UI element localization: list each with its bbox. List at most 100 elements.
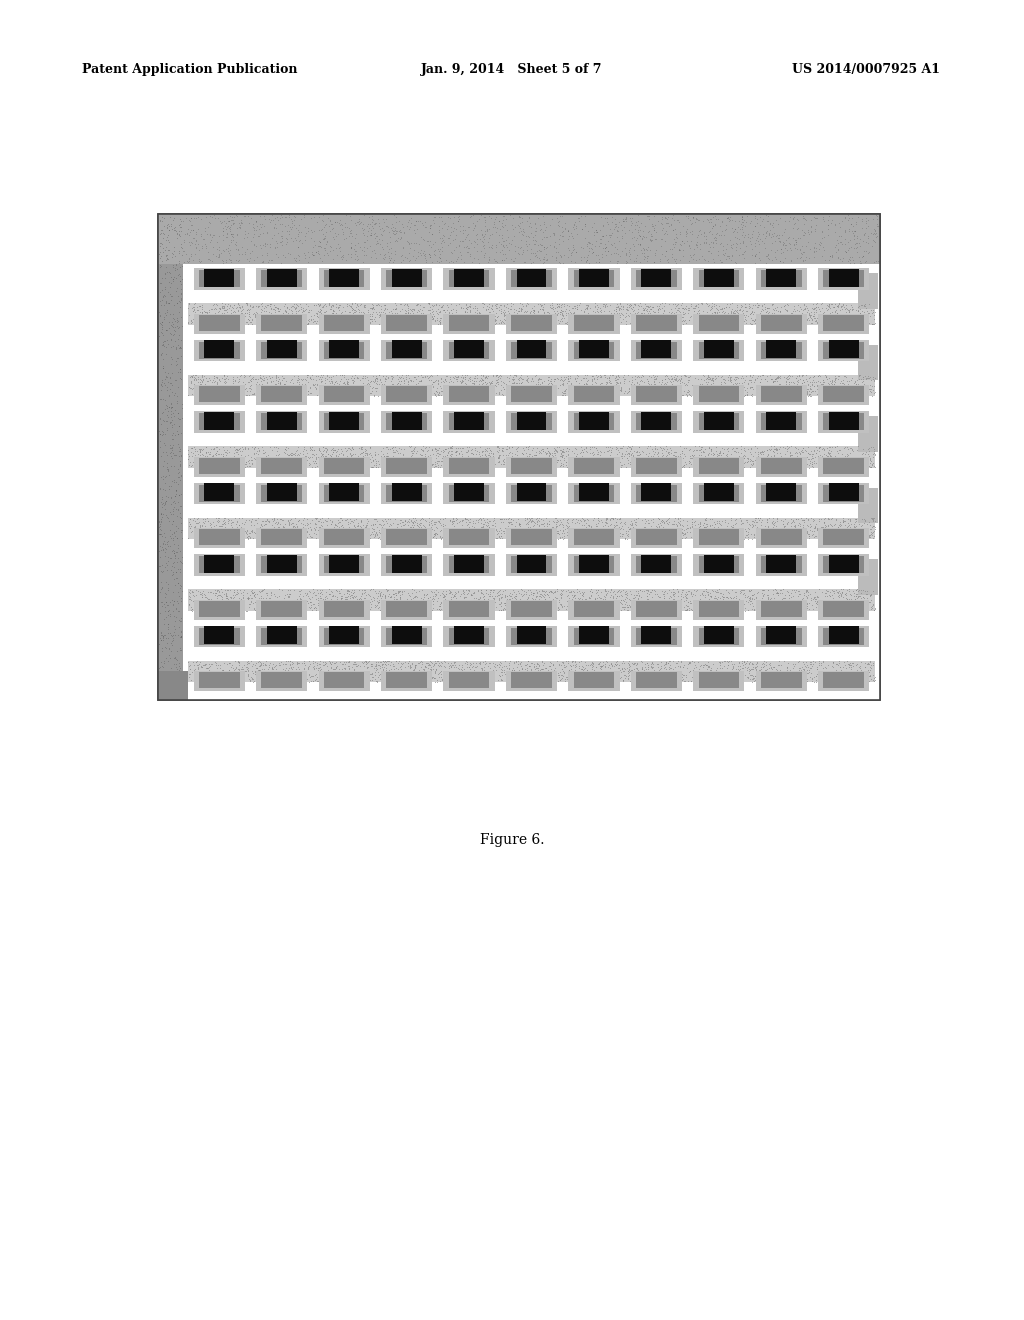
Point xyxy=(650,300,667,321)
Point xyxy=(688,440,705,461)
Bar xyxy=(636,413,677,430)
Point xyxy=(838,525,854,546)
Point xyxy=(390,453,407,474)
Point xyxy=(654,228,671,249)
Point xyxy=(254,455,270,477)
Point xyxy=(667,590,683,611)
Point xyxy=(266,216,283,238)
Point xyxy=(214,513,230,535)
Point xyxy=(770,593,786,614)
Point xyxy=(617,242,634,263)
Point xyxy=(214,668,230,689)
Bar xyxy=(158,214,880,700)
Point xyxy=(281,513,297,535)
Point xyxy=(790,581,806,602)
Point xyxy=(194,371,210,392)
Point xyxy=(790,218,806,239)
Point xyxy=(826,214,843,235)
Point xyxy=(597,590,613,611)
Point xyxy=(169,259,185,280)
Point xyxy=(817,249,834,271)
Point xyxy=(703,515,720,536)
Point xyxy=(513,300,529,321)
Point xyxy=(196,447,212,469)
Point xyxy=(289,370,305,391)
Point xyxy=(766,515,782,536)
Point xyxy=(312,383,329,404)
Point xyxy=(189,297,206,318)
Point xyxy=(189,234,206,255)
Point xyxy=(848,586,864,607)
Point xyxy=(737,308,754,329)
Point xyxy=(627,447,643,469)
Point xyxy=(456,223,472,244)
Point xyxy=(820,214,837,235)
Point xyxy=(330,510,346,531)
Point xyxy=(852,656,868,677)
Point xyxy=(263,367,280,388)
Point xyxy=(812,594,828,615)
Point xyxy=(474,516,490,537)
Point xyxy=(171,558,187,579)
Point xyxy=(389,591,406,612)
Point xyxy=(655,381,672,403)
Point xyxy=(463,528,479,549)
Point xyxy=(586,594,602,615)
Point xyxy=(625,454,641,475)
Point xyxy=(595,309,611,330)
Point xyxy=(698,232,715,253)
Point xyxy=(239,238,255,259)
Point xyxy=(679,599,695,620)
Point xyxy=(403,207,420,228)
Point xyxy=(719,524,735,545)
Point xyxy=(668,523,684,544)
Point xyxy=(298,381,314,403)
Point xyxy=(592,587,608,609)
Point xyxy=(542,442,558,463)
Point xyxy=(452,310,468,331)
Point xyxy=(780,304,797,325)
Point xyxy=(467,380,483,401)
Bar xyxy=(256,554,307,576)
Point xyxy=(155,630,171,651)
Point xyxy=(266,655,283,676)
Point xyxy=(413,508,429,529)
Point xyxy=(637,247,653,268)
Point xyxy=(194,444,210,465)
Point xyxy=(602,579,618,601)
Point xyxy=(262,293,279,314)
Point xyxy=(370,598,386,619)
Point xyxy=(409,593,425,614)
Point xyxy=(181,220,198,242)
Point xyxy=(561,368,578,389)
Point xyxy=(264,659,281,680)
Point xyxy=(267,314,284,335)
Point xyxy=(239,384,255,405)
Point xyxy=(258,366,274,387)
Point xyxy=(562,378,579,399)
Point xyxy=(628,523,644,544)
Point xyxy=(263,313,280,334)
Point xyxy=(574,583,591,605)
Point xyxy=(543,527,559,548)
Point xyxy=(643,228,659,249)
Point xyxy=(330,663,346,684)
Point xyxy=(172,226,188,247)
Point xyxy=(196,527,212,548)
Point xyxy=(352,370,369,391)
Point xyxy=(312,447,329,469)
Point xyxy=(241,449,257,470)
Point xyxy=(568,661,585,682)
Point xyxy=(690,593,707,614)
Point xyxy=(716,583,732,605)
Point xyxy=(658,446,675,467)
Point xyxy=(153,223,169,244)
Point xyxy=(516,510,532,531)
Point xyxy=(701,582,718,603)
Point xyxy=(846,520,862,541)
Point xyxy=(568,379,585,400)
Point xyxy=(282,216,298,238)
Point xyxy=(575,374,592,395)
Point xyxy=(269,297,286,318)
Point xyxy=(205,446,221,467)
